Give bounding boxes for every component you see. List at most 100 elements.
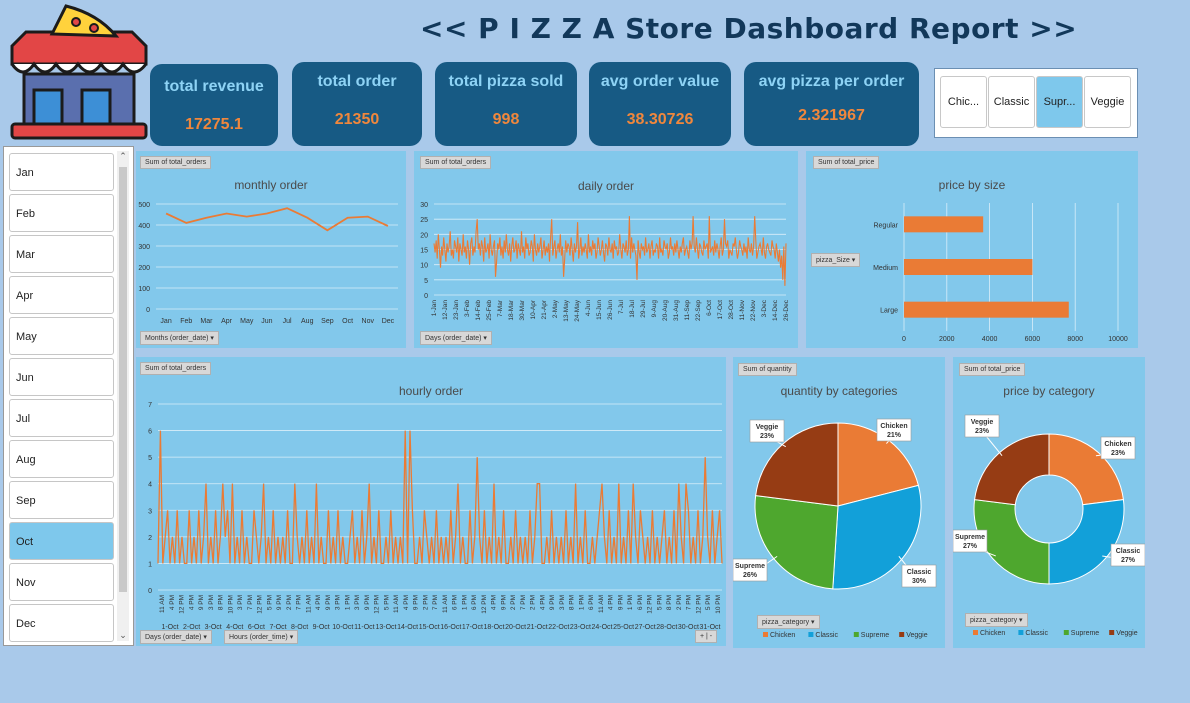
x-tick-label: 8000 xyxy=(1067,336,1083,343)
axis-field-label: pizza_category xyxy=(970,617,1018,624)
field-button[interactable]: Sum of quantity xyxy=(738,363,797,376)
hour-tick-label: 8 PM xyxy=(666,595,673,610)
scroll-up-icon[interactable]: ⌃ xyxy=(119,151,127,161)
field-button[interactable]: Sum of total_price xyxy=(813,156,880,169)
hour-tick-label: 11 AM xyxy=(598,595,605,613)
hour-tick-label: 4 PM xyxy=(403,595,410,610)
x-tick-label: 11-Sep xyxy=(684,300,691,321)
slicer-month-jul[interactable]: Jul xyxy=(9,399,114,437)
hour-tick-label: 10 PM xyxy=(715,595,722,614)
scroll-down-icon[interactable]: ⌄ xyxy=(119,630,127,640)
axis-field-button[interactable]: pizza_category ▾ xyxy=(757,615,820,629)
x-tick-label: Jan xyxy=(160,318,171,325)
hour-tick-label: 1 PM xyxy=(578,595,585,610)
chart-title: daily order xyxy=(577,179,635,193)
data-label-category: Veggie xyxy=(756,424,779,431)
data-label-box xyxy=(733,558,768,582)
quantity-pie-chart: Chicken 21% Classic 30% Supreme 26% Veggie 23% C… xyxy=(733,418,937,639)
pie-slice xyxy=(832,484,922,590)
legend-label: Supreme xyxy=(861,632,890,639)
x-tick-label: Jul xyxy=(283,318,292,325)
x-tick-label: 9-Aug xyxy=(651,300,658,318)
hour-tick-label: 9 PM xyxy=(276,595,283,610)
axis-field-button[interactable]: Months (order_date) ▾ xyxy=(140,331,219,345)
x-tick-label: 30-Mar xyxy=(519,299,526,320)
scroll-thumb[interactable] xyxy=(119,167,127,592)
slicer-month-mar[interactable]: Mar xyxy=(9,235,114,273)
slicer-month-apr[interactable]: Apr xyxy=(9,276,114,314)
monthly-order-chart: 0 100 200 300 400 500 Jan Feb Mar Apr May Jun Jul Aug… xyxy=(138,202,398,325)
axis-field-button[interactable]: Days (order_date) ▾ xyxy=(420,331,492,345)
slicer-month-jan[interactable]: Jan xyxy=(9,153,114,191)
pie-slice xyxy=(1048,499,1125,585)
data-label-value: 21% xyxy=(887,432,902,439)
axis-field-button[interactable]: Days (order_date) ▾ xyxy=(140,630,212,644)
hour-tick-label: 4 PM xyxy=(491,595,498,610)
x-tick-label: 6-Oct xyxy=(706,300,713,316)
x-tick-label: Jun xyxy=(261,318,272,325)
legend-swatch xyxy=(1063,630,1069,635)
day-tick-label: 28-Oct xyxy=(656,624,677,631)
x-tick-label: 13-May xyxy=(563,299,570,321)
slicer-month-dec[interactable]: Dec xyxy=(9,604,114,642)
slicer-chicken-button[interactable]: Chic... xyxy=(940,76,987,128)
field-button[interactable]: Sum of total_orders xyxy=(140,156,212,169)
slicer-month-may[interactable]: May xyxy=(9,317,114,355)
slicer-veggie-button[interactable]: Veggie xyxy=(1084,76,1131,128)
data-label-value: 26% xyxy=(743,572,758,579)
x-tick-label: 25-Feb xyxy=(486,300,493,321)
axis-field-button-2[interactable]: Hours (order_time) ▾ xyxy=(224,630,299,644)
hour-tick-label: 1 PM xyxy=(344,595,351,610)
y-tick-label: 100 xyxy=(138,286,150,293)
kpi-label: total order xyxy=(317,73,397,90)
slicer-month-sep[interactable]: Sep xyxy=(9,481,114,519)
slicer-classic-button[interactable]: Classic xyxy=(988,76,1035,128)
kpi-value: 38.30726 xyxy=(626,111,694,128)
x-tick-label: 11-Nov xyxy=(739,299,746,320)
data-label-category: Classic xyxy=(1116,548,1141,555)
slicer-month-oct[interactable]: Oct xyxy=(9,522,114,560)
axis-field-button[interactable]: pizza_Size ▾ xyxy=(811,253,861,267)
x-tick-label: 18-Mar xyxy=(508,299,515,320)
monthly-order-panel: Sum of total_orders monthly order 0 100 20… xyxy=(136,151,406,348)
slicer-month-aug[interactable]: Aug xyxy=(9,440,114,478)
y-tick-label: 5 xyxy=(148,455,152,462)
y-tick-label: 500 xyxy=(138,202,150,209)
pie-slice xyxy=(755,422,839,507)
slicer-supreme-button[interactable]: Supr... xyxy=(1036,76,1083,128)
hour-tick-label: 11 AM xyxy=(393,595,400,613)
hour-tick-label: 2 PM xyxy=(286,595,293,610)
slicer-month-nov[interactable]: Nov xyxy=(9,563,114,601)
axis-field-label: Months (order_date) xyxy=(145,335,209,342)
day-tick-label: 16-Oct xyxy=(440,624,461,631)
slicer-month-feb[interactable]: Feb xyxy=(9,194,114,232)
x-tick-label: Aug xyxy=(301,318,314,325)
legend-swatch xyxy=(763,632,768,637)
legend-swatch xyxy=(1109,630,1115,635)
series-line xyxy=(433,216,787,286)
axis-field-button[interactable]: pizza_category ▾ xyxy=(965,613,1028,627)
hour-tick-label: 11 AM xyxy=(442,595,449,613)
y-tick-label: 5 xyxy=(424,278,428,285)
kpi-value: 2.321967 xyxy=(798,107,865,124)
day-tick-label: 11-Oct xyxy=(354,624,375,631)
x-tick-label: Apr xyxy=(221,318,233,325)
hour-tick-label: 6 PM xyxy=(452,595,459,610)
chart-title: hourly order xyxy=(398,384,464,398)
x-tick-label: 22-Sep xyxy=(695,300,702,321)
x-tick-label: 0 xyxy=(902,336,906,343)
field-button[interactable]: Sum of total_orders xyxy=(140,362,212,375)
field-button[interactable]: Sum of total_price xyxy=(959,363,1026,376)
y-tick-label: Large xyxy=(880,308,898,315)
hour-tick-label: 1 PM xyxy=(627,595,634,610)
expand-collapse-button[interactable]: + | - xyxy=(695,630,718,643)
slicer-scrollbar[interactable]: ⌃ ⌄ xyxy=(117,151,129,641)
slicer-month-jun[interactable]: Jun xyxy=(9,358,114,396)
hour-tick-label: 4 PM xyxy=(169,595,176,610)
daily-order-panel: Sum of total_orders daily order 0 5 10 15 20… xyxy=(414,151,798,348)
x-tick-label: 7-Jul xyxy=(618,299,625,314)
x-tick-label: 6000 xyxy=(1025,336,1041,343)
x-tick-label: 4-Jun xyxy=(585,300,592,317)
hour-tick-label: 9 PM xyxy=(617,595,624,610)
field-button[interactable]: Sum of total_orders xyxy=(420,156,492,169)
